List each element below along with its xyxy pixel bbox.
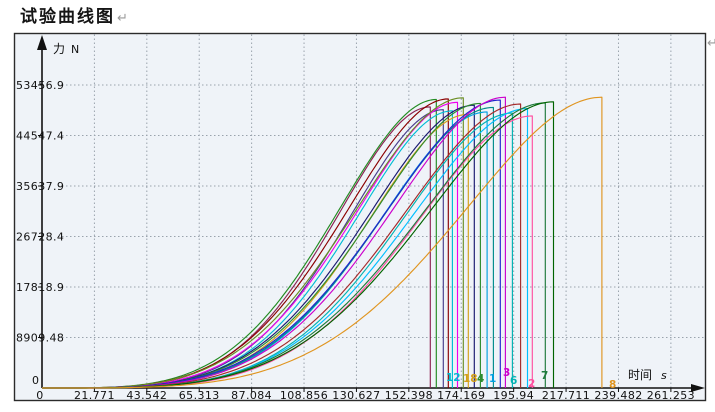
y-tick-label: 35637.9 <box>16 180 64 193</box>
x-tick-label: 217.711 <box>542 389 590 402</box>
curve-end-label: 2 <box>528 378 535 390</box>
x-tick-label: 152.398 <box>385 389 433 402</box>
document-title-row: 试验曲线图 ↵ <box>20 2 128 27</box>
curve-8 <box>42 96 603 389</box>
x-tick-label: 87.084 <box>231 389 272 402</box>
curve-end-label: 4 <box>477 373 484 385</box>
paragraph-mark-icon: ↵ <box>117 11 128 26</box>
x-axis-title: 时间 s <box>628 368 667 382</box>
x-tick-label: 0 <box>36 389 43 402</box>
x-tick-label: 43.542 <box>126 389 167 402</box>
curve-end-label: 18 <box>463 373 478 385</box>
y-tick-label: 53456.9 <box>16 79 64 92</box>
x-tick-label: 21.771 <box>74 389 115 402</box>
chart-frame[interactable] <box>13 32 707 402</box>
curve-end-label: 1 <box>489 373 496 385</box>
curve-end-label: 8 <box>609 379 616 391</box>
y-axis-arrow-icon <box>37 35 47 50</box>
x-tick-label: 174.169 <box>437 389 485 402</box>
page-title: 试验曲线图 <box>20 7 115 26</box>
x-tick-label: 239.482 <box>594 389 642 402</box>
y-tick-label: 0 <box>32 374 39 387</box>
curve-end-label: 3 <box>503 367 510 379</box>
y-tick-label: 8909.48 <box>16 332 64 345</box>
x-tick-label: 261.253 <box>647 389 695 402</box>
paragraph-mark-icon: ↵ <box>707 36 715 51</box>
x-tick-label: 65.313 <box>179 389 220 402</box>
y-tick-label: 17818.9 <box>16 281 64 294</box>
x-axis-arrow-icon <box>691 384 705 392</box>
y-tick-label: 26728.4 <box>16 231 64 244</box>
x-tick-label: 108.856 <box>280 389 328 402</box>
x-tick-label: 130.627 <box>332 389 380 402</box>
curve-end-label: 7 <box>541 370 548 382</box>
curve-end-label: 6 <box>510 375 517 387</box>
x-tick-label: 195.94 <box>493 389 534 402</box>
curve-end-label: 12 <box>446 372 461 384</box>
y-tick-label: 44547.4 <box>16 130 64 143</box>
